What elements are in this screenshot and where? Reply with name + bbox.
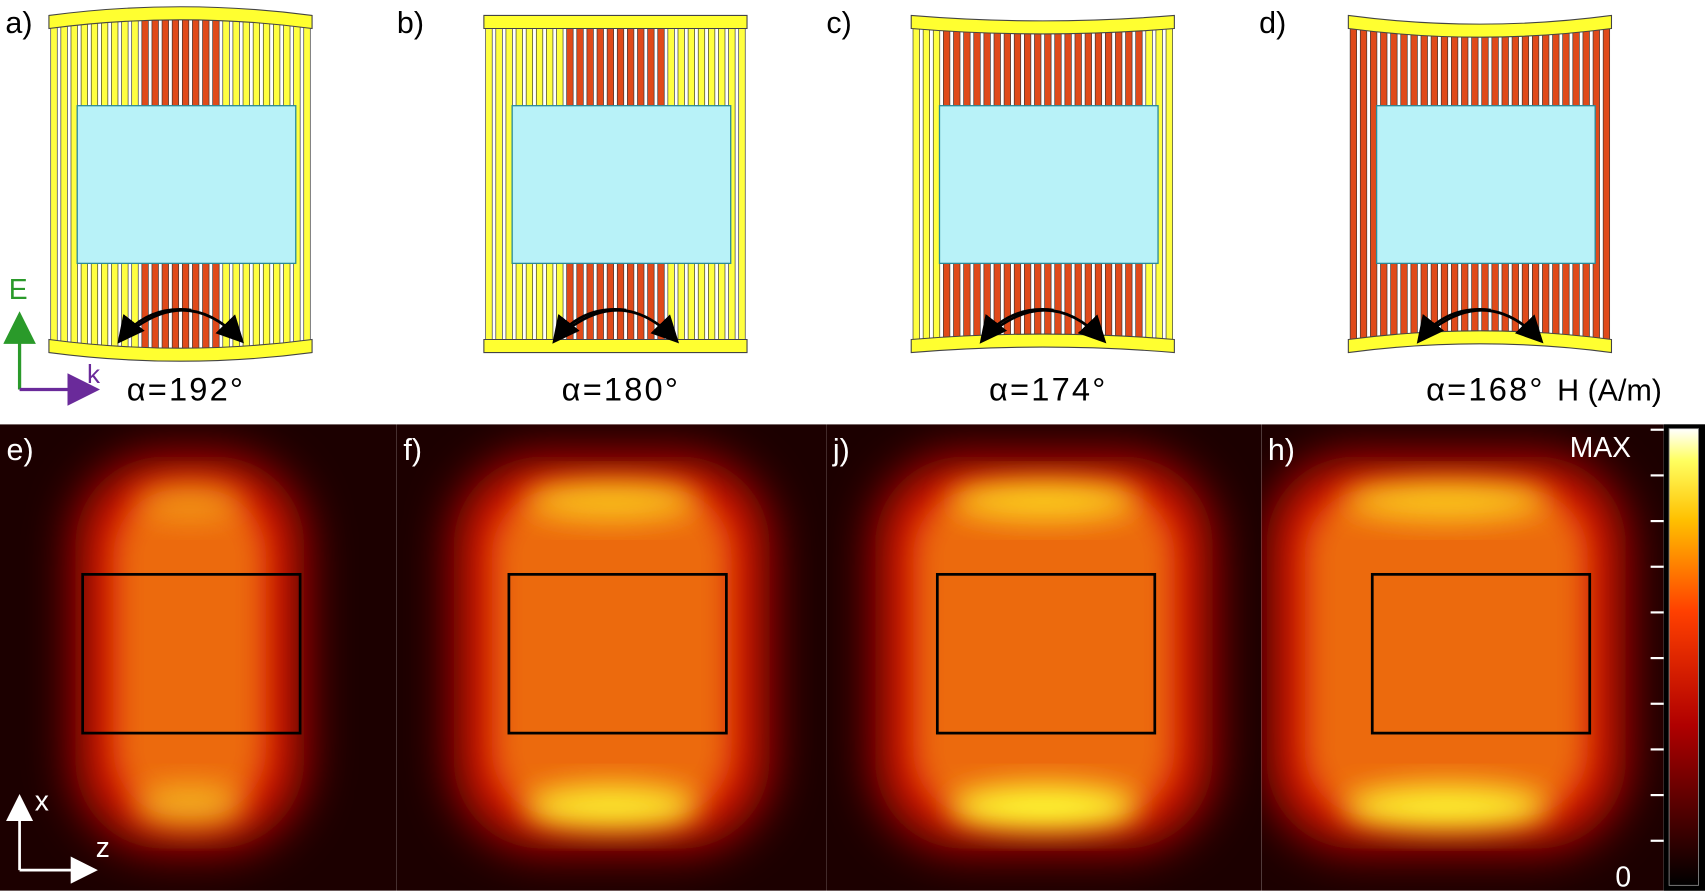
panel-label: c) [826, 6, 851, 40]
sample-outline [507, 572, 728, 735]
hot-top [524, 480, 700, 520]
field-map: e) [0, 424, 397, 891]
bottom-plate [1347, 330, 1613, 354]
top-plate [48, 6, 313, 30]
rod [1359, 27, 1368, 343]
hot-bottom [948, 785, 1140, 829]
field-layer [396, 424, 827, 891]
top-plate [483, 14, 748, 30]
core [113, 489, 266, 816]
sample-box [1375, 105, 1596, 265]
angle-arc-back [1416, 308, 1491, 344]
angle-label: α=168° [1426, 370, 1544, 407]
sample-box [76, 105, 297, 265]
angle-arc-back [979, 308, 1054, 344]
colorbar-title: H (A/m) [1557, 373, 1662, 407]
sample-outline [935, 572, 1157, 735]
angle-label: α=174° [989, 370, 1107, 407]
rod [495, 25, 503, 345]
rod [303, 25, 311, 345]
e-label: E [9, 273, 28, 305]
rod [485, 25, 493, 345]
sample-box [511, 105, 732, 265]
panel-label: b) [397, 6, 424, 40]
angle-arc-back [117, 308, 192, 344]
bottom-plate [48, 338, 313, 362]
bottom-row: e) f) j) h) MAX 0 x z [0, 424, 1705, 891]
colorbar-max: MAX [1570, 431, 1631, 463]
rod [50, 25, 58, 345]
hot-bottom [132, 785, 247, 829]
angle-label: α=192° [127, 370, 245, 407]
top-row: a) α=192° b) α=180° c) α=174° d) α=168° [5, 6, 1613, 407]
bottom-plate [910, 333, 1175, 354]
angle-label: α=180° [562, 370, 680, 407]
rod [505, 25, 513, 345]
panel-label: d) [1259, 6, 1286, 40]
panel-label: j) [832, 433, 850, 467]
rod [60, 24, 68, 347]
sample-box [938, 105, 1159, 265]
rod [1370, 29, 1378, 342]
bottom-plate [483, 338, 748, 354]
rod [922, 27, 930, 343]
colorbar [1668, 428, 1699, 886]
panel-label: f) [403, 433, 422, 467]
field-map: h) [1261, 424, 1664, 891]
field-layer [826, 424, 1262, 891]
top-plate [910, 14, 1175, 35]
field-layer [1261, 424, 1664, 891]
core [492, 489, 732, 816]
hot-top [132, 480, 247, 520]
core [1304, 489, 1588, 816]
hot-bottom [1343, 785, 1549, 829]
colorbar-min: 0 [1615, 860, 1631, 891]
sample-outline [81, 572, 302, 735]
rod [1602, 26, 1611, 344]
field-map: j) [826, 424, 1262, 891]
z-label: z [96, 831, 110, 863]
x-label: x [35, 784, 49, 816]
core [913, 489, 1175, 816]
rod [70, 22, 78, 348]
angle-arc-back [552, 308, 627, 344]
top-plate [1347, 14, 1613, 38]
hot-bottom [524, 785, 700, 829]
field-map: f) [396, 424, 827, 891]
k-label: k [87, 359, 101, 389]
rod [1165, 26, 1173, 344]
rod [912, 26, 920, 344]
field-layer [0, 424, 397, 891]
panel-label: h) [1268, 433, 1295, 467]
hot-top [1343, 480, 1549, 520]
hot-top [948, 480, 1140, 520]
rod [932, 27, 941, 343]
rod [1349, 26, 1357, 344]
rod [738, 25, 746, 345]
panel-label: a) [5, 6, 32, 40]
sample-outline [1370, 572, 1592, 735]
panel-label: e) [7, 433, 34, 467]
